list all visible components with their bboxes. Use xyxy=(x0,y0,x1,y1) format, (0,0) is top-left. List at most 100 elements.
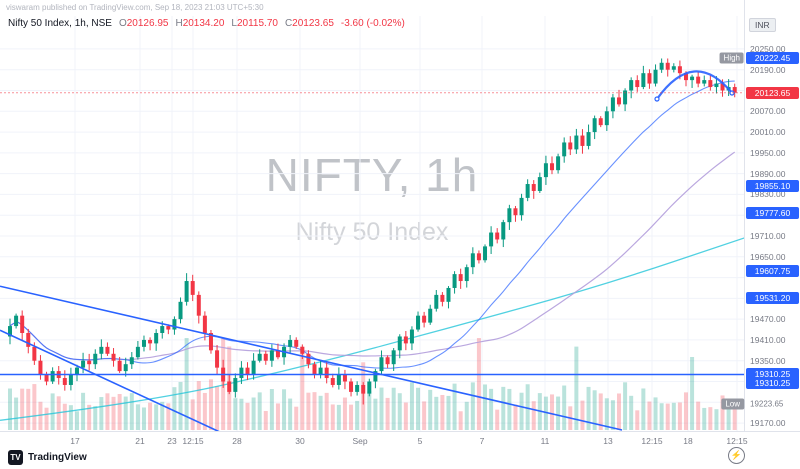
candle-body xyxy=(464,267,469,282)
volume-bar xyxy=(671,402,676,430)
candle-body xyxy=(257,353,262,361)
volume-bar xyxy=(665,403,670,430)
candle-body xyxy=(87,360,92,365)
time-tick-label: 12:15 xyxy=(641,436,663,446)
time-tick-label: 12:15 xyxy=(182,436,204,446)
candle-body xyxy=(32,346,37,361)
trendline[interactable] xyxy=(0,329,232,437)
volume-bar xyxy=(123,396,128,430)
candle-body xyxy=(501,222,506,240)
volume-bar xyxy=(458,411,463,430)
time-axis[interactable]: 17 21 23 12:15 28 30 Sep 5 7 11 13 12:15 18 12:15 xyxy=(0,431,800,450)
candle-body xyxy=(117,360,122,372)
volume-bar xyxy=(464,401,469,430)
volume-bar xyxy=(8,388,12,430)
price-tick-label: 19830.00 xyxy=(750,189,786,200)
price-level-badge: 19607.75 xyxy=(746,265,799,278)
volume-bar xyxy=(409,382,414,430)
arc-drawing[interactable] xyxy=(655,70,734,101)
price-level-badge: 19777.60 xyxy=(746,206,799,219)
candle-body xyxy=(580,135,585,146)
volume-bar xyxy=(154,404,159,430)
candle-body xyxy=(196,294,201,316)
trendline[interactable] xyxy=(0,285,623,431)
price-level-badge: 19310.25 xyxy=(746,377,799,390)
boost-button[interactable]: ⚡ xyxy=(728,447,745,464)
candles xyxy=(8,58,737,405)
price-axis[interactable]: INR 20250.00 20190.00 20070.00 20010.00 1995… xyxy=(744,0,800,431)
volume-bar xyxy=(342,397,347,430)
ohlc-open: O 20126.95 xyxy=(118,18,169,29)
candle-body xyxy=(373,371,378,382)
volume-bar xyxy=(172,387,177,430)
volume-bar xyxy=(62,403,67,430)
volume-bar xyxy=(166,403,171,430)
candle-body xyxy=(269,350,274,361)
high-marker-pill: High xyxy=(719,52,744,64)
candle-body xyxy=(537,177,542,191)
candle-body xyxy=(659,62,664,70)
price-tick-label: 20190.00 xyxy=(750,64,786,75)
candle-body xyxy=(20,315,25,333)
price-tick-label: 19350.00 xyxy=(750,355,786,366)
volume-bar xyxy=(732,401,737,430)
candle-body xyxy=(458,274,463,282)
volume-bar xyxy=(275,403,280,430)
candle-body xyxy=(403,336,408,344)
candle-body xyxy=(397,336,402,351)
volume-bar xyxy=(446,395,451,430)
candle-body xyxy=(598,118,603,126)
volume-bar xyxy=(422,401,427,430)
candle-body xyxy=(50,371,55,382)
candle-body xyxy=(215,350,220,368)
price-level-badge: 19531.20 xyxy=(746,291,799,304)
candle-body xyxy=(330,378,335,385)
volume-bar xyxy=(531,401,536,430)
candle-body xyxy=(367,381,372,394)
time-tick-label: 21 xyxy=(135,436,145,446)
price-tick-label: 20070.00 xyxy=(750,106,786,117)
price-tick-label: 19470.00 xyxy=(750,314,786,325)
candle-body xyxy=(610,97,615,112)
candle-body xyxy=(391,350,396,365)
long-ma-line xyxy=(0,237,745,421)
candle-body xyxy=(635,80,640,88)
volume-bar xyxy=(659,403,664,430)
candle-body xyxy=(483,246,488,261)
volume-bar xyxy=(208,379,213,430)
time-tick-label: 18 xyxy=(683,436,693,446)
candle-body xyxy=(349,381,354,392)
volume-bar xyxy=(489,388,494,430)
price-tick-label: 20010.00 xyxy=(750,127,786,138)
ohlc-low: L 20115.70 xyxy=(231,18,278,29)
time-tick-label: Sep xyxy=(352,436,368,446)
volume-bar xyxy=(580,400,585,430)
volume-bar xyxy=(501,386,506,430)
candle-body xyxy=(135,346,140,358)
candle-body xyxy=(288,339,293,347)
candle-body xyxy=(312,364,317,375)
volume-bar xyxy=(233,398,238,430)
time-tick-label: 17 xyxy=(70,436,80,446)
tradingview-logo[interactable]: TV TradingView xyxy=(8,450,87,465)
volume-bar xyxy=(714,409,719,430)
volume-bar xyxy=(604,398,609,430)
volume-bar xyxy=(483,384,488,430)
volume-bar xyxy=(269,388,274,430)
candle-body xyxy=(507,208,512,223)
volume-bar xyxy=(318,395,323,430)
volume-bar xyxy=(68,405,73,430)
candle-body xyxy=(690,76,695,81)
volume-bar xyxy=(312,392,317,430)
arc-anchor[interactable] xyxy=(654,96,660,102)
slow-ma-line xyxy=(9,151,736,361)
volume-bar xyxy=(525,384,530,430)
volume-bar xyxy=(178,381,183,430)
candle-body xyxy=(531,184,536,191)
candle-body xyxy=(233,378,238,392)
candle-body xyxy=(416,315,421,330)
volume-bar xyxy=(117,393,122,430)
volume-bar xyxy=(251,397,256,430)
time-tick-label: 7 xyxy=(479,436,485,446)
